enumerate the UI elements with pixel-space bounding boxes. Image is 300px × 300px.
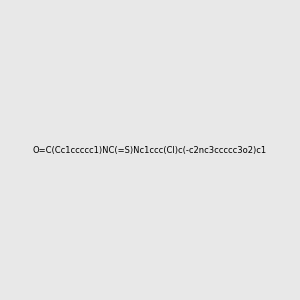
Text: O=C(Cc1ccccc1)NC(=S)Nc1ccc(Cl)c(-c2nc3ccccc3o2)c1: O=C(Cc1ccccc1)NC(=S)Nc1ccc(Cl)c(-c2nc3cc…	[33, 146, 267, 154]
